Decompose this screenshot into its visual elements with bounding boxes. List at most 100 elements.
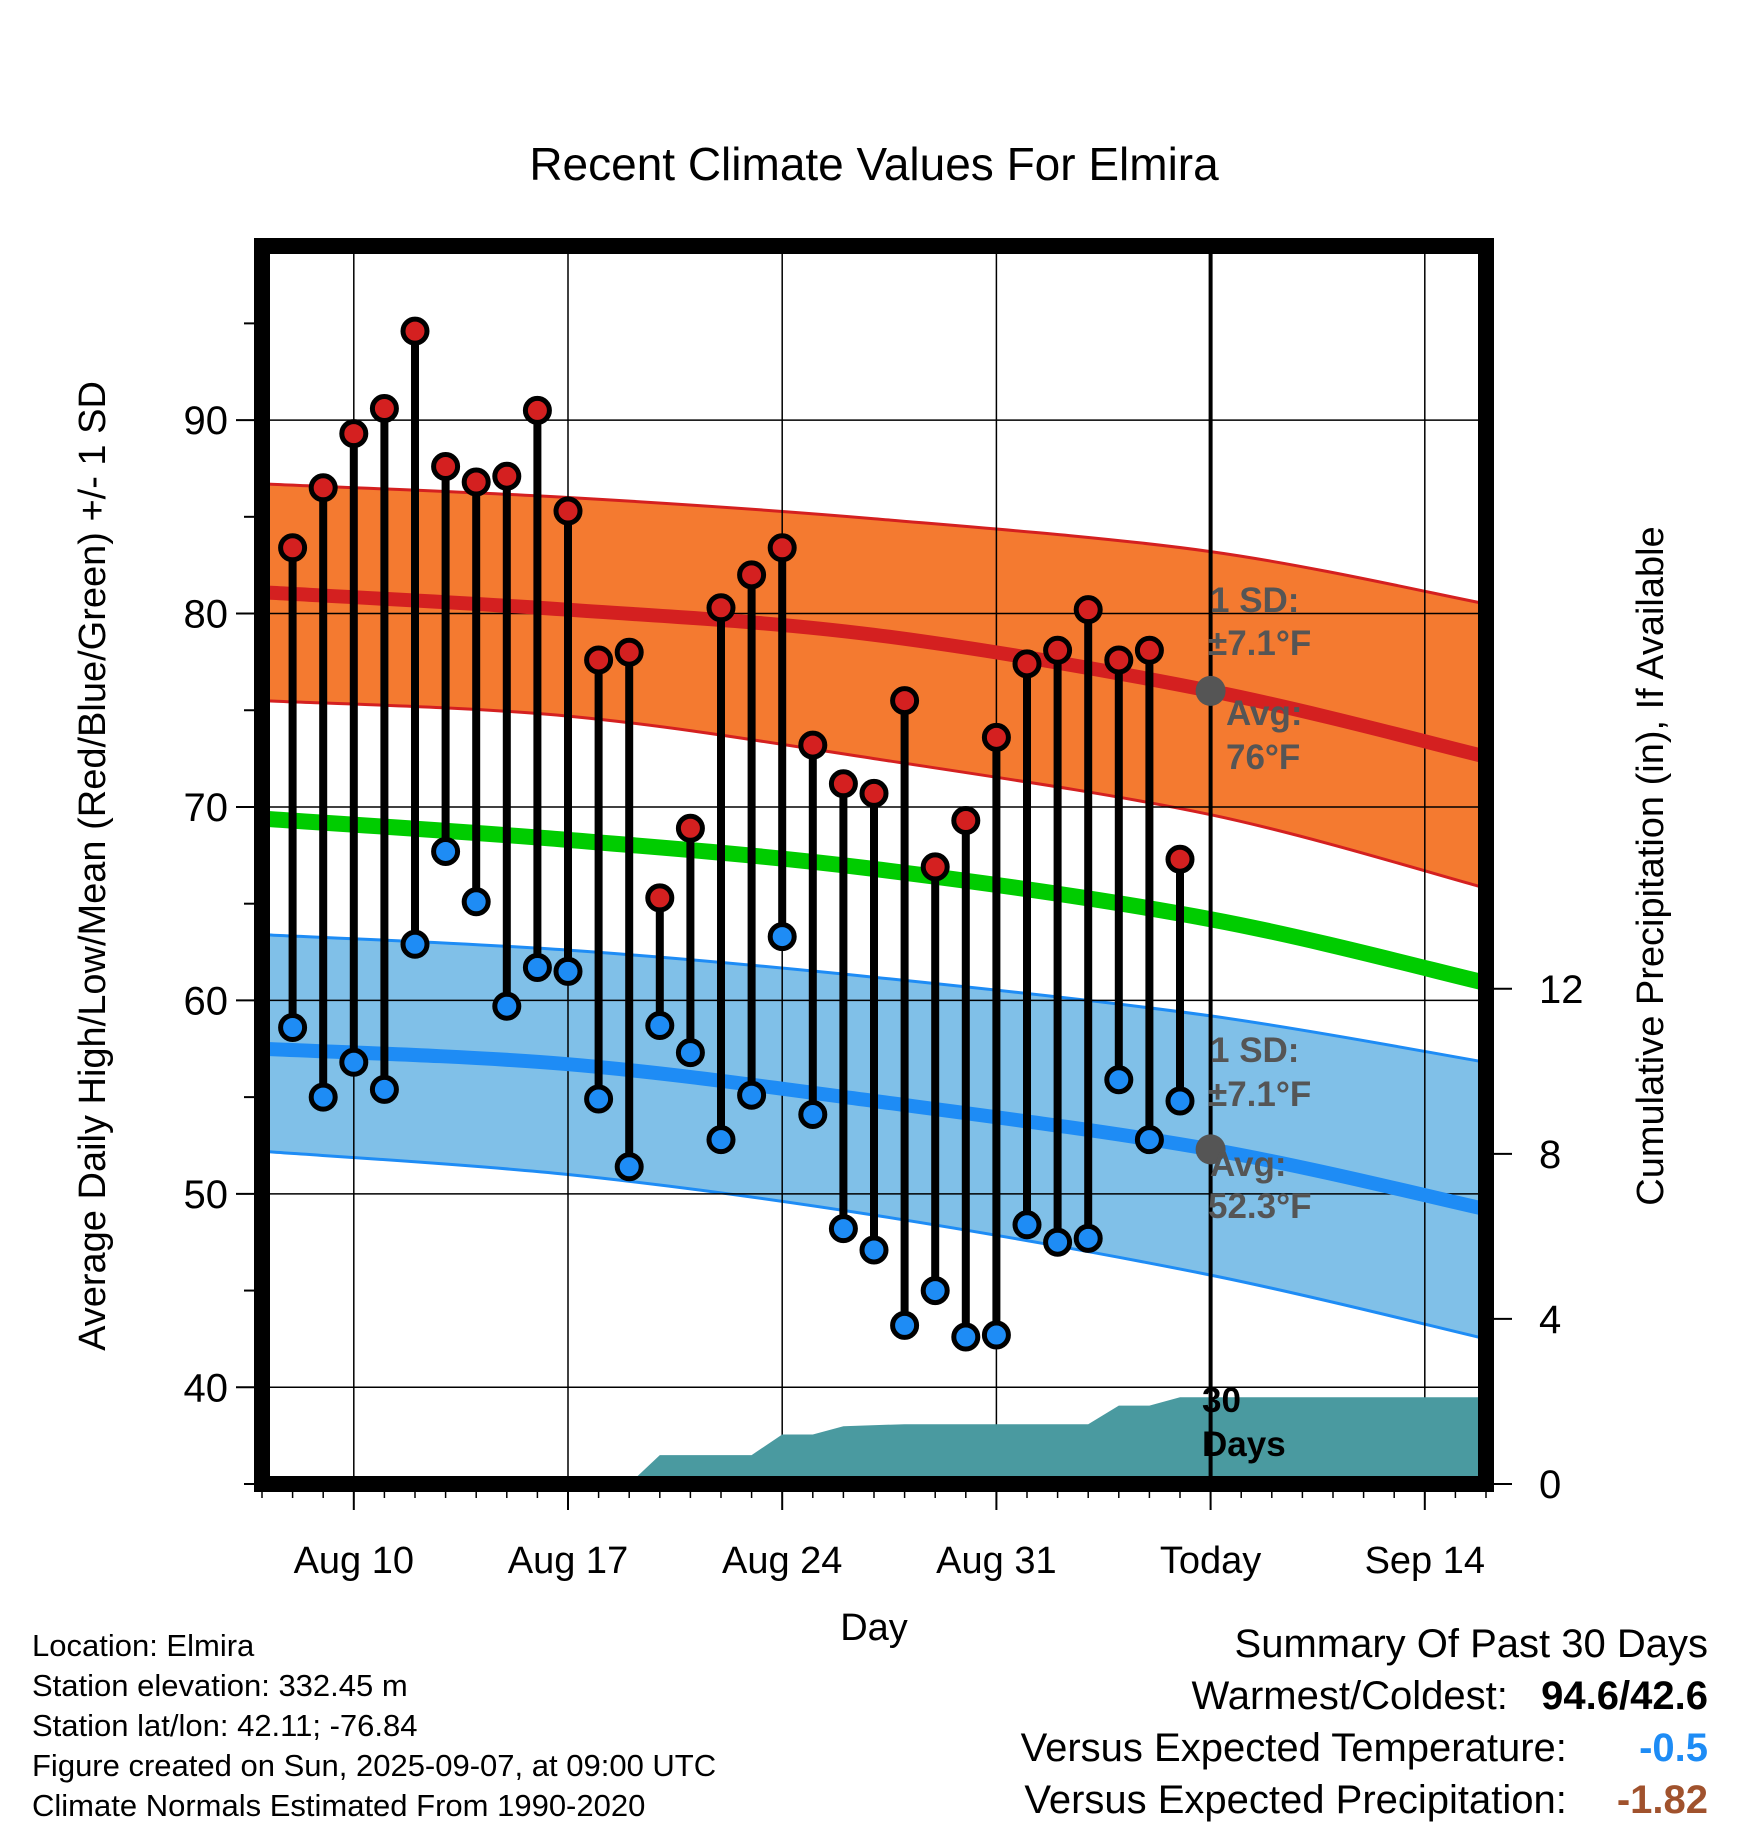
summary-temp-label: Versus Expected Temperature:: [1020, 1726, 1567, 1770]
y2-tick-label: 12: [1539, 968, 1584, 1012]
daily-low-point: [890, 1310, 920, 1340]
high-avg-value: 76°F: [1226, 738, 1300, 777]
daily-low-point: [369, 1074, 399, 1104]
daily-low-point: [706, 1125, 736, 1155]
daily-high-point: [737, 560, 767, 590]
daily-high-point: [981, 722, 1011, 752]
precip-area: [629, 1397, 1486, 1484]
low-avg-label: Avg:: [1210, 1145, 1286, 1184]
daily-low-point: [278, 1012, 308, 1042]
summary-precip-value: -1.82: [1616, 1778, 1708, 1822]
x-tick-label: Aug 17: [508, 1540, 628, 1582]
high-avg-label: Avg:: [1226, 694, 1302, 733]
low-avg-value: 52.3°F: [1208, 1187, 1312, 1226]
daily-high-point: [798, 730, 828, 760]
y-tick-label: 50: [184, 1173, 229, 1217]
daily-low-point: [1165, 1086, 1195, 1116]
daily-high-point: [1104, 645, 1134, 675]
info-normals: Climate Normals Estimated From 1990-2020: [32, 1788, 646, 1823]
daily-high-point: [828, 769, 858, 799]
x-tick-label: Aug 24: [722, 1540, 842, 1582]
daily-high-point: [1012, 649, 1042, 679]
high-sd-lower-edge: [261, 699, 1487, 890]
daily-high-point: [400, 316, 430, 346]
high-sd-label: 1 SD:: [1210, 581, 1299, 620]
y2-tick-label: 0: [1539, 1463, 1561, 1507]
daily-low-point: [431, 836, 461, 866]
daily-low-point: [798, 1100, 828, 1130]
today-marker: [1195, 246, 1226, 1484]
precip-days-number: 30: [1202, 1381, 1241, 1420]
x-tick-label: Today: [1160, 1540, 1261, 1582]
daily-low-point: [492, 991, 522, 1021]
daily-high-point: [308, 473, 338, 503]
daily-high-point: [1073, 595, 1103, 625]
y-axis-label: Average Daily High/Low/Mean (Red/Blue/Gr…: [72, 381, 114, 1351]
y2-tick-label: 4: [1539, 1298, 1561, 1342]
plot-frame: [254, 238, 1494, 1492]
today-low-avg-marker: [1195, 1134, 1226, 1165]
info-created: Figure created on Sun, 2025-09-07, at 09…: [32, 1748, 717, 1783]
daily-low-point: [461, 887, 491, 917]
daily-low-point: [737, 1080, 767, 1110]
summary-warm-cold-label: Warmest/Coldest:: [1191, 1674, 1508, 1718]
daily-high-point: [339, 419, 369, 449]
daily-low-point: [1012, 1210, 1042, 1240]
daily-high-point: [890, 686, 920, 716]
daily-low-point: [1043, 1227, 1073, 1257]
daily-high-point: [1134, 635, 1164, 665]
daily-low-point: [584, 1084, 614, 1114]
y-tick-label: 90: [184, 399, 229, 443]
precipitation-area: [629, 1397, 1486, 1484]
daily-high-point: [1165, 844, 1195, 874]
daily-high-point: [522, 395, 552, 425]
summary-precip-row: Versus Expected Precipitation: -1.82: [1024, 1778, 1708, 1823]
info-elevation: Station elevation: 332.45 m: [32, 1668, 408, 1703]
low-sd-label: 1 SD:: [1210, 1031, 1299, 1070]
daily-high-point: [369, 393, 399, 423]
daily-high-point: [584, 645, 614, 675]
daily-high-point: [675, 813, 705, 843]
daily-low-point: [859, 1235, 889, 1265]
daily-high-point: [767, 533, 797, 563]
x-axis-label: Day: [840, 1607, 908, 1649]
daily-low-point: [553, 956, 583, 986]
summary-title: Summary Of Past 30 Days: [1234, 1622, 1708, 1666]
summary-temp-row: Versus Expected Temperature: -0.5: [1021, 1726, 1708, 1771]
precip-days-label: Days: [1202, 1425, 1286, 1464]
y-tick-label: 60: [184, 979, 229, 1023]
y-tick-label: 70: [184, 786, 229, 830]
daily-low-point: [1134, 1125, 1164, 1155]
daily-low-point: [920, 1276, 950, 1306]
x-tick-label: Aug 31: [936, 1540, 1056, 1582]
summary-precip-label: Versus Expected Precipitation:: [1024, 1778, 1567, 1822]
y2-tick-label: 8: [1539, 1133, 1561, 1177]
daily-high-point: [920, 852, 950, 882]
daily-low-point: [828, 1214, 858, 1244]
daily-low-point: [981, 1320, 1011, 1350]
normal-high-line: [261, 585, 1488, 764]
daily-high-point: [859, 778, 889, 808]
y2-axis-label: Cumulative Precipitation (in), If Availa…: [1630, 526, 1672, 1205]
x-tick-label: Sep 14: [1365, 1540, 1485, 1582]
info-location: Location: Elmira: [32, 1628, 255, 1663]
daily-low-point: [767, 922, 797, 952]
daily-low-point: [1073, 1223, 1103, 1253]
daily-high-point: [278, 533, 308, 563]
plot-border: [254, 238, 1494, 1492]
daily-low-point: [1104, 1065, 1134, 1095]
daily-range-bars: [278, 316, 1195, 1352]
chart-title: Recent Climate Values For Elmira: [529, 138, 1219, 190]
axes: 40 50 60 70 80 90 0 4 8 12 Aug 10 Aug 17 Aug 24 Aug 3…: [184, 322, 1584, 1582]
annotations: 1 SD: ±7.1°F Avg: 76°F 1 SD: ±7.1°F Avg:…: [1202, 581, 1312, 1464]
summary-temp-value: -0.5: [1639, 1726, 1708, 1770]
low-sd-value: ±7.1°F: [1208, 1075, 1311, 1114]
daily-low-point: [339, 1047, 369, 1077]
daily-low-point: [951, 1322, 981, 1352]
daily-high-point: [431, 452, 461, 482]
x-tick-label: Aug 10: [294, 1540, 414, 1582]
daily-high-point: [1043, 635, 1073, 665]
daily-low-point: [400, 929, 430, 959]
daily-low-point: [614, 1152, 644, 1182]
